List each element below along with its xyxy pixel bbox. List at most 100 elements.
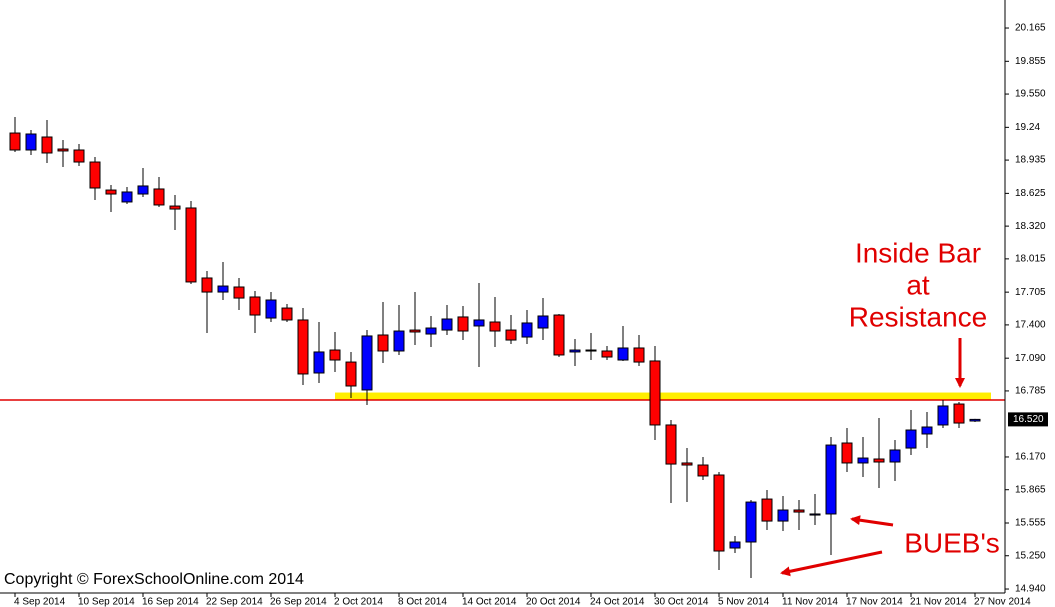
candle-body (553, 314, 565, 356)
candle-body (761, 498, 773, 522)
y-tick-label: 18.015 (1015, 254, 1046, 265)
candle-body (825, 444, 837, 515)
y-tick-label: 18.320 (1015, 221, 1046, 232)
candle-body (169, 205, 181, 210)
x-tick-label: 8 Oct 2014 (398, 597, 447, 607)
candle-body (521, 322, 533, 338)
x-tick-label: 26 Sep 2014 (270, 597, 327, 607)
y-tick-label: 14.940 (1015, 584, 1046, 595)
y-tick-label: 15.865 (1015, 484, 1046, 495)
price-marker-label: 16.520 (1013, 414, 1044, 425)
candle-body (537, 315, 549, 329)
plot (0, 117, 1005, 578)
candle-body (153, 188, 165, 206)
y-tick-label: 17.090 (1015, 353, 1046, 364)
y-tick-label: 18.935 (1015, 155, 1046, 166)
candle-body (713, 474, 725, 552)
candle-body (9, 132, 21, 151)
x-tick-label: 22 Sep 2014 (206, 597, 263, 607)
candle-body (873, 458, 885, 463)
candle-body (121, 191, 133, 203)
candle-body (57, 148, 69, 152)
candle-body (505, 329, 517, 341)
x-tick-label: 2 Oct 2014 (334, 597, 383, 607)
candle-body (585, 349, 597, 352)
candle-body (569, 349, 581, 353)
candle-body (457, 316, 469, 332)
y-tick-label: 17.705 (1015, 287, 1046, 298)
candle-body (297, 319, 309, 375)
candle-body (105, 189, 117, 195)
annotation: at (906, 269, 930, 300)
candle-body (281, 307, 293, 321)
candle-body (681, 462, 693, 466)
candle-body (729, 541, 741, 549)
x-tick-label: 10 Sep 2014 (78, 597, 135, 607)
candle-body (217, 285, 229, 293)
candle-body (665, 424, 677, 465)
candle-body (409, 329, 421, 333)
x-tick-label: 20 Oct 2014 (526, 597, 581, 607)
candle-body (345, 361, 357, 387)
candle-body (89, 161, 101, 189)
candle-body (649, 360, 661, 426)
candle-body (809, 513, 821, 516)
x-tick-label: 14 Oct 2014 (462, 597, 517, 607)
candle-body (633, 347, 645, 363)
candle-body (777, 509, 789, 522)
candle-body (233, 286, 245, 299)
y-tick-label: 18.625 (1015, 188, 1046, 199)
candle-body (441, 318, 453, 331)
y-tick-label: 16.170 (1015, 452, 1046, 463)
candle-body (841, 442, 853, 464)
x-tick-label: 17 Nov 2014 (846, 597, 903, 607)
y-tick-label: 17.400 (1015, 320, 1046, 331)
candle-body (793, 509, 805, 513)
candle-body (921, 426, 933, 435)
candle-body (617, 347, 629, 361)
resistance-zone (335, 392, 991, 401)
x-tick-label: 21 Nov 2014 (910, 597, 967, 607)
copyright: Copyright © ForexSchoolOnline.com 2014 (4, 571, 304, 588)
x-tick-label: 5 Nov 2014 (718, 597, 770, 607)
candle-body (953, 403, 965, 424)
x-tick-label: 30 Oct 2014 (654, 597, 709, 607)
y-tick-label: 15.250 (1015, 550, 1046, 561)
candle-body (697, 464, 709, 477)
x-tick-label: 27 Nov 2014 (974, 597, 1031, 607)
x-tick-label: 24 Oct 2014 (590, 597, 645, 607)
y-tick-label: 15.555 (1015, 518, 1046, 529)
candle-body (889, 449, 901, 463)
price-marker (1008, 412, 1048, 427)
y-tick-label: 20.165 (1015, 23, 1046, 34)
x-tick-label: 16 Sep 2014 (142, 597, 199, 607)
annotation: Inside Bar (855, 237, 981, 268)
candle-body (745, 501, 757, 543)
candle-body (265, 299, 277, 319)
annotation: BUEB's (904, 527, 1000, 558)
candle-body (329, 349, 341, 361)
y-tick-label: 19.550 (1015, 89, 1046, 100)
candle-body (201, 277, 213, 293)
y-tick-label: 19.24 (1015, 122, 1040, 133)
y-tick-label: 16.785 (1015, 386, 1046, 397)
candle-body (393, 330, 405, 352)
x-tick-label: 4 Sep 2014 (14, 597, 66, 607)
candle-body (41, 136, 53, 154)
x-tick-label: 11 Nov 2014 (782, 597, 838, 607)
candle-body (361, 335, 373, 391)
candle-body (857, 457, 869, 464)
candle-body (249, 296, 261, 316)
candle-body (601, 350, 613, 358)
candle-body (73, 149, 85, 163)
candle-body (377, 334, 389, 352)
candle-body (969, 418, 981, 422)
candle-body (937, 405, 949, 426)
candle-body (425, 327, 437, 335)
candle-body (185, 207, 197, 283)
y-tick-label: 19.855 (1015, 56, 1046, 67)
annotation: Resistance (849, 301, 988, 332)
candle-body (137, 185, 149, 195)
